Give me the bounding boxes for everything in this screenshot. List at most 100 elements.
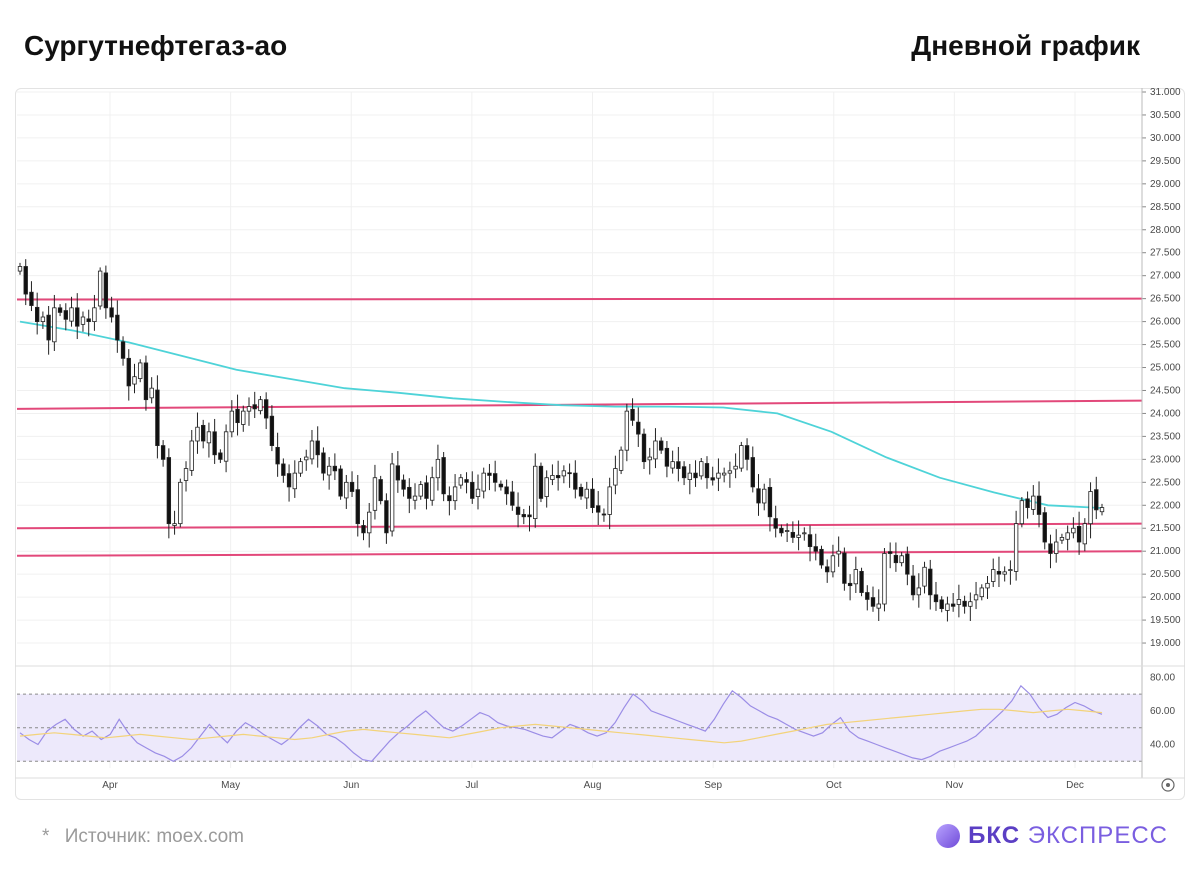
candle-body: [241, 410, 246, 425]
candle-body: [441, 457, 446, 495]
candle-body: [750, 457, 755, 488]
candle-body: [178, 481, 183, 525]
grid: [17, 91, 1142, 768]
x-tick-label: May: [221, 780, 240, 791]
candle-body: [470, 481, 475, 499]
candle-body: [452, 486, 458, 502]
candle-body: [235, 408, 240, 424]
candle-body: [218, 452, 223, 460]
x-tick-label: Jul: [465, 780, 478, 791]
candle-body: [882, 553, 887, 605]
rsi-tick-label: 80.00: [1150, 672, 1175, 683]
candle-body: [97, 270, 103, 307]
candle-body: [206, 431, 212, 444]
candle-body: [773, 518, 778, 529]
candle-body: [481, 472, 486, 492]
candle-body: [865, 592, 870, 600]
candle-body: [1082, 523, 1088, 545]
candle-body: [46, 314, 51, 341]
candle-body: [653, 440, 658, 460]
brand-text: БКС ЭКСПРЕСС: [968, 822, 1168, 850]
candle-body: [155, 389, 160, 446]
y-tick-label: 26.500: [1150, 294, 1181, 305]
rsi-tick-label: 40.00: [1150, 740, 1175, 751]
candle-body: [933, 594, 939, 603]
candle-body: [201, 424, 206, 442]
candle-body: [338, 468, 343, 497]
candle-body: [424, 482, 429, 499]
candle-body: [103, 272, 109, 309]
candle-body: [1031, 495, 1036, 510]
candle-body: [762, 488, 767, 504]
candle-body: [996, 571, 1002, 575]
candle-body: [727, 470, 733, 474]
candle-body: [1025, 498, 1030, 508]
candle-body: [624, 410, 630, 451]
candle-body: [819, 548, 824, 566]
candle-body: [275, 447, 280, 465]
candle-body: [1099, 507, 1105, 513]
candle-body: [172, 523, 177, 526]
candle-body: [779, 527, 784, 534]
rsi-tick-label: 60.00: [1150, 706, 1175, 717]
x-tick-label: Sep: [704, 780, 722, 791]
candle-body: [223, 431, 229, 462]
candle-body: [418, 484, 423, 497]
candle-body: [739, 445, 744, 469]
candle-body: [676, 461, 681, 469]
moving-average-line: [19, 320, 1103, 509]
candle-body: [29, 291, 34, 306]
candle-body: [183, 468, 189, 481]
candle-body: [86, 318, 91, 323]
candle-body: [1065, 532, 1070, 540]
candle-body: [378, 479, 383, 502]
candle-body: [361, 525, 366, 534]
source-text: Источник: moex.com: [64, 826, 244, 847]
candle-body: [899, 555, 904, 564]
candle-body: [744, 445, 750, 460]
candle-body: [550, 475, 555, 480]
candle-body: [395, 465, 401, 481]
candle-body: [847, 582, 853, 587]
axes: 31.000 30.500 30.000 29.500 29.000 28.500 28.0…: [15, 88, 1185, 791]
candle-body: [246, 406, 252, 412]
candle-body: [1076, 526, 1082, 543]
candle-body: [430, 477, 435, 501]
candle-body: [910, 575, 916, 596]
candle-body: [584, 488, 589, 499]
candle-body: [538, 465, 544, 499]
candle-body: [939, 599, 944, 610]
brand-part-1: БКС: [968, 822, 1021, 849]
candle-body: [590, 488, 595, 508]
candle-body: [618, 449, 624, 471]
candle-body: [252, 404, 257, 410]
candle-body: [893, 554, 899, 564]
y-tick-label: 24.000: [1150, 408, 1181, 419]
y-tick-label: 19.500: [1150, 615, 1181, 626]
candle-body: [115, 314, 120, 341]
y-tick-label: 23.500: [1150, 431, 1181, 442]
x-tick-label: Oct: [826, 780, 842, 791]
y-tick-label: 22.500: [1150, 477, 1181, 488]
candle-body: [670, 461, 675, 469]
level-line: [16, 522, 1143, 530]
candle-body: [367, 511, 372, 534]
candle-body: [1019, 500, 1025, 525]
candle-body: [567, 472, 572, 475]
candle-body: [269, 415, 275, 446]
brand-logo[interactable]: БКС ЭКСПРЕСС: [936, 822, 1168, 850]
source-star: *: [42, 826, 50, 847]
level-line: [16, 399, 1143, 410]
y-tick-label: 19.000: [1150, 638, 1181, 649]
candle-body: [69, 307, 74, 322]
candle-body: [17, 266, 23, 272]
candle-body: [578, 486, 584, 497]
candle-body: [756, 488, 761, 504]
y-tick-label: 27.000: [1150, 271, 1181, 282]
y-tick-label: 31.000: [1150, 88, 1181, 98]
settings-icon[interactable]: [1161, 778, 1175, 792]
candle-body: [733, 465, 738, 470]
candle-body: [962, 600, 967, 607]
candle-body: [109, 307, 114, 318]
candle-body: [120, 341, 126, 359]
